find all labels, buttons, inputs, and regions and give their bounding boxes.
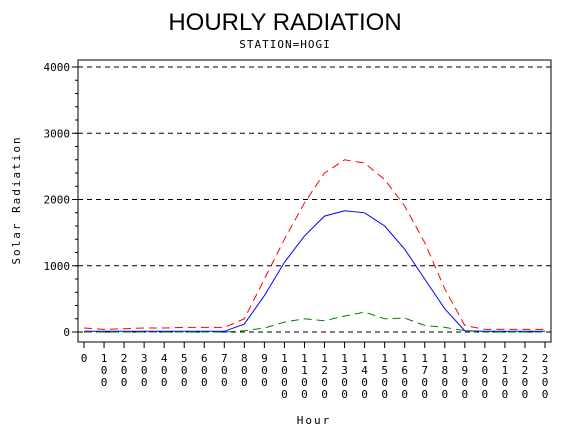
- chart-subtitle: STATION=HOGI: [239, 38, 330, 51]
- series-lines: [83, 159, 545, 333]
- series-line-3: [84, 311, 545, 333]
- y-axis: 0 1000 2000 3000 4000: [44, 61, 78, 339]
- series-line-2: [84, 210, 545, 332]
- chart-title: HOURLY RADIATION: [168, 9, 401, 36]
- y-axis-label: Solar Radiation: [10, 135, 23, 264]
- y-tick-label: 3000: [44, 127, 71, 140]
- plot-frame: [77, 59, 552, 343]
- series-line-1: [83, 159, 545, 330]
- x-axis-label: Hour: [297, 414, 332, 427]
- y-tick-label: 4000: [44, 61, 71, 74]
- x-axis: 0 1 0 0 2 0 0 3 0 0 4 0 0 5 0 0 6 0 0 7 0 0 8 0 0 9 0 0 1 0 0 0 1 1 0 0 1 2 0 0…: [81, 342, 549, 401]
- x-tick-label: 0: [81, 352, 88, 365]
- y-tick-label: 1000: [44, 260, 71, 273]
- grid-lines: [78, 66, 551, 333]
- y-tick-label: 2000: [44, 194, 71, 207]
- y-tick-label: 0: [63, 326, 70, 339]
